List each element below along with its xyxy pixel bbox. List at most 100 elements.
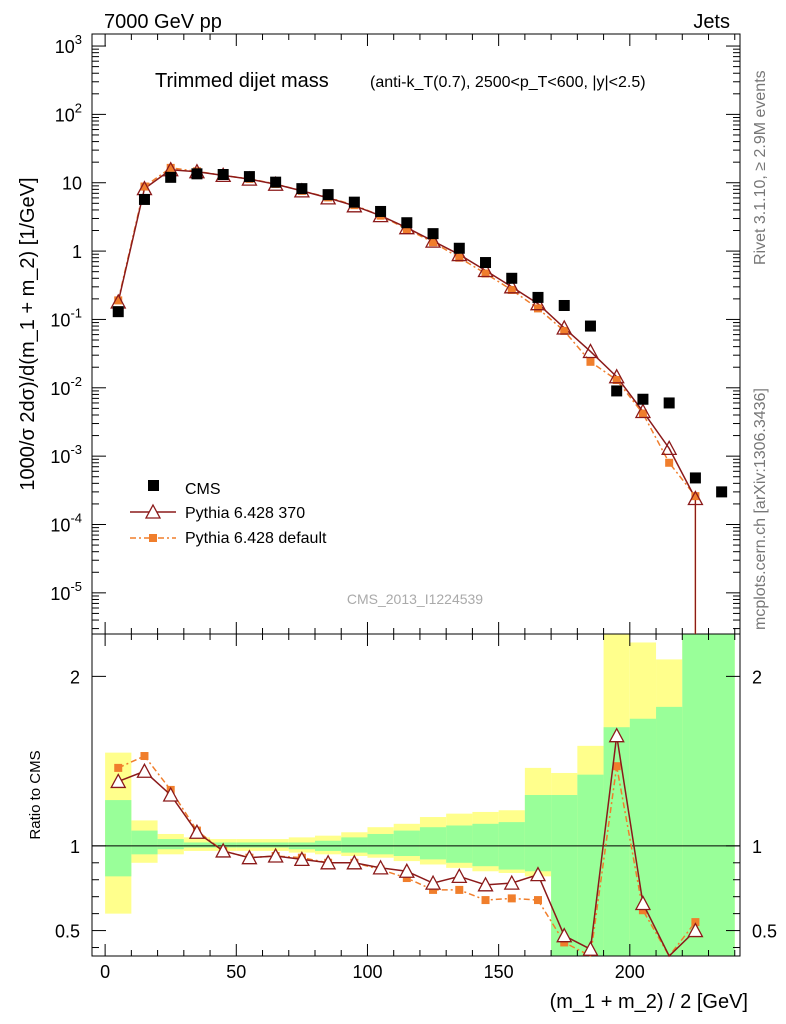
pythia370-ratio-point	[398, 862, 415, 878]
legend-label-pythia-default: Pythia 6.428 default	[185, 530, 327, 547]
main-axes: 10-5 10-4 10-3 10-2 10-1 1 10 102 103	[50, 32, 740, 634]
pythia370-ratio-point	[346, 854, 363, 870]
analysis-watermark: CMS_2013_I1224539	[347, 591, 483, 607]
ratio-band-green	[629, 718, 657, 956]
pythia370-point	[556, 319, 573, 335]
ratio-band-green	[603, 727, 630, 956]
pythia-default-point	[507, 285, 516, 294]
main-y-axis-title: 1000/σ 2dσ)/d(m_1 + m_2) [1/GeV]	[17, 177, 39, 490]
pythia-default-point	[140, 182, 149, 191]
pythia-default-point	[586, 357, 595, 366]
x-tick-label: 150	[484, 962, 514, 982]
ratio-band-green	[524, 795, 552, 872]
cms-point	[532, 291, 544, 303]
cms-point	[138, 193, 150, 205]
x-tick-label: 100	[352, 962, 382, 982]
main-y-tick-label: 102	[55, 100, 82, 125]
pythia370-ratio-point	[162, 786, 179, 802]
main-y-tick-label: 1	[72, 242, 82, 262]
ratio-band-green	[262, 842, 289, 848]
cms-point	[427, 228, 439, 240]
pythia370-ratio-point	[110, 773, 127, 789]
pythia-default-ratio-point	[612, 762, 621, 771]
pythia-default-ratio-point	[114, 763, 123, 772]
cms-point	[663, 397, 675, 409]
pythia-default-point	[114, 296, 123, 305]
rivet-version-label: Rivet 3.1.10, ≥ 2.9M events	[752, 70, 769, 265]
main-y-tick-label: 10-2	[50, 374, 82, 399]
pythia-default-point	[560, 326, 569, 335]
pythia-default-point	[638, 409, 647, 418]
pythia370-ratio-point	[582, 940, 599, 956]
pythia-default-point	[166, 163, 175, 172]
main-y-tick-label: 10-3	[50, 442, 82, 467]
pythia-default-point	[429, 238, 438, 247]
cms-point	[558, 299, 570, 311]
ratio-axes: 0 50 100 150 200 0.5 0.5 1 1 2 2	[55, 634, 777, 982]
pythia370-ratio-point	[608, 727, 625, 743]
pythia370-ratio-point	[556, 927, 573, 943]
main-y-tick-label: 10-4	[50, 510, 82, 535]
main-y-tick-label: 10-1	[50, 305, 82, 330]
ratio-band-green	[577, 774, 604, 956]
cms-point	[401, 217, 413, 229]
pythia-default-ratio-point	[560, 938, 569, 947]
ratio-y-axis-title: Ratio to CMS	[27, 750, 44, 839]
mcplots-label: mcplots.cern.ch [arXiv:1306.3436]	[752, 388, 769, 630]
pythia370-ratio-point	[687, 922, 704, 938]
pythia-default-ratio-point	[455, 885, 464, 894]
pythia370-ratio-point	[136, 762, 153, 778]
pythia370-ratio-point	[634, 895, 652, 911]
pythia-default-ratio-point	[140, 752, 149, 761]
ratio-band-green	[157, 839, 184, 850]
legend-marker-pythia370	[144, 503, 162, 519]
legend-marker-pythia-default	[149, 534, 157, 542]
cms-point	[480, 257, 492, 269]
ratio-y-tick-label-right: 0.5	[752, 922, 777, 942]
main-y-tick-label: 103	[55, 32, 82, 57]
pythia-default-point	[665, 458, 674, 467]
ratio-band-green	[656, 706, 683, 956]
ratio-y-tick-label-left: 0.5	[55, 922, 80, 942]
ratio-plot-frame	[91, 633, 741, 957]
ratio-band-green	[708, 634, 735, 956]
cms-point	[716, 486, 728, 498]
cms-point	[270, 176, 282, 188]
pythia370-ratio-point	[372, 859, 389, 875]
pythia370-ratio-point	[451, 867, 468, 883]
ratio-band-green	[341, 837, 368, 853]
pythia-default-point	[691, 492, 700, 501]
ratio-band-green	[367, 833, 394, 855]
ratio-y-tick-label-left: 2	[70, 667, 80, 687]
energy-label: 7000 GeV pp	[104, 11, 222, 33]
cms-point	[453, 242, 465, 254]
pythia370-point	[529, 295, 547, 311]
plot-title: Trimmed dijet mass	[155, 70, 329, 92]
ratio-band-green	[682, 634, 709, 956]
cms-point	[611, 385, 623, 397]
observable-group-label: Jets	[693, 11, 730, 33]
legend-label-cms: CMS	[185, 481, 221, 498]
ratio-y-tick-label-right: 1	[752, 837, 762, 857]
pythia370-ratio-point	[188, 823, 206, 839]
pythia370-point	[477, 262, 494, 278]
main-plot-data	[110, 161, 728, 634]
cms-point	[322, 189, 334, 201]
cms-point	[165, 171, 177, 183]
pythia-default-ratio-point	[481, 896, 490, 905]
pythia370-ratio-point	[424, 874, 442, 890]
ratio-band-green	[446, 825, 473, 863]
cms-point	[243, 171, 255, 183]
pythia-default-point	[402, 225, 411, 234]
pythia-default-point	[612, 376, 621, 385]
pythia370-ratio-point	[215, 842, 232, 858]
ratio-y-tick-label-right: 2	[752, 667, 762, 687]
pythia-default-point	[455, 253, 464, 262]
pythia370-point	[451, 246, 468, 262]
pythia-default-ratio-point	[533, 896, 542, 905]
ratio-band-green	[105, 800, 132, 877]
ratio-band-green	[419, 827, 447, 860]
pythia370-ratio-point	[529, 866, 547, 882]
pythia370-point	[608, 368, 625, 384]
